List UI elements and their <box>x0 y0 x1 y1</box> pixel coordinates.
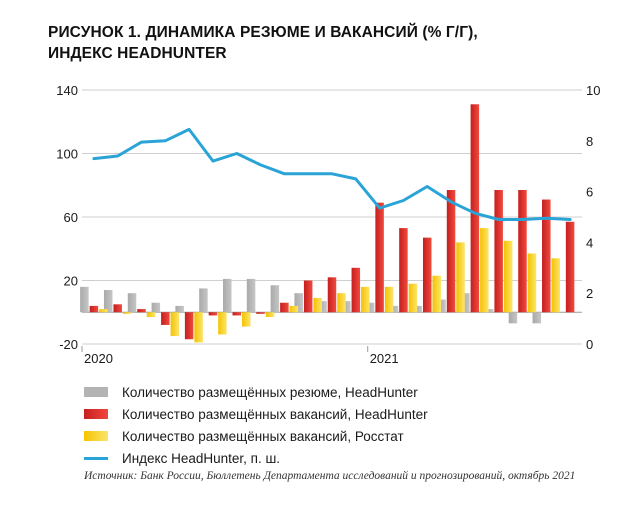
vacancies-rosstat-bar <box>242 312 251 327</box>
y-left-tick-label: 20 <box>64 274 78 289</box>
vacancies-rosstat-bar <box>146 312 156 318</box>
legend-item-vacancies-rosstat: Количество размещённых вакансий, Росстат <box>84 425 428 447</box>
legend-swatch-blue-line <box>84 456 108 460</box>
resumes-hh-bar <box>127 293 137 313</box>
vacancies-hh-bar <box>399 228 408 313</box>
resumes-hh-bar <box>80 286 89 313</box>
vacancies-hh-bar <box>470 104 480 313</box>
vacancies-hh-bar <box>89 305 99 313</box>
vacancies-hh-bar <box>137 309 146 313</box>
resumes-hh-bar <box>294 293 303 313</box>
legend-item-hh-index: Индекс HeadHunter, п. ш. <box>84 447 428 469</box>
vacancies-hh-bar <box>256 312 265 314</box>
resumes-hh-bar <box>151 302 161 313</box>
resumes-hh-bar <box>175 305 184 313</box>
legend-item-vacancies-hh: Количество размещённых вакансий, HeadHun… <box>84 403 428 425</box>
y-left-tick-label: 140 <box>56 83 78 98</box>
vacancies-rosstat-bar <box>527 253 537 313</box>
y-left-tick-label: -20 <box>59 337 78 352</box>
source-note: Источник: Банк России, Бюллетень Департа… <box>84 470 576 482</box>
legend-label-hh-index: Индекс HeadHunter, п. ш. <box>122 450 281 466</box>
vacancies-hh-bar <box>422 237 432 313</box>
vacancies-hh-bar <box>542 199 551 313</box>
vacancies-hh-bar <box>375 202 384 313</box>
vacancies-hh-bar <box>351 267 361 313</box>
resumes-hh-bar <box>246 278 256 313</box>
vacancies-hh-bar <box>113 304 122 313</box>
chart-title-line-2: ИНДЕКС HEADHUNTER <box>48 45 227 62</box>
vacancies-rosstat-bar <box>313 297 322 313</box>
vacancies-rosstat-bar <box>265 312 275 318</box>
vacancies-rosstat-bar <box>551 258 561 313</box>
vacancies-rosstat-bar <box>194 312 203 343</box>
hh-index-line <box>92 127 572 221</box>
resumes-hh-bar <box>413 305 422 313</box>
x-tick-label: 2021 <box>370 351 399 366</box>
vacancies-hh-bar <box>303 280 313 313</box>
chart-title-line-1: РИСУНОК 1. ДИНАМИКА РЕЗЮМЕ И ВАКАНСИЙ (%… <box>48 24 478 41</box>
x-tick-label: 2020 <box>84 351 113 366</box>
chart-plot: -20 20 60 100 140 0 2 4 6 8 10 2020 2021 <box>56 83 600 366</box>
resumes-hh-bar <box>532 312 542 324</box>
vacancies-rosstat-bar <box>503 240 513 313</box>
vacancies-rosstat-bar <box>170 312 180 337</box>
resumes-hh-bar <box>437 299 446 313</box>
y-right-tick-label: 6 <box>586 185 593 200</box>
legend-item-resumes-hh: Количество размещённых резюме, HeadHunte… <box>84 381 428 403</box>
vacancies-rosstat-bar <box>361 286 370 313</box>
y-right-tick-label: 10 <box>586 83 600 98</box>
vacancies-hh-bar <box>161 312 170 325</box>
resumes-hh-bar <box>342 301 351 313</box>
vacancies-rosstat-bar <box>218 312 227 335</box>
resumes-hh-bar <box>318 301 327 313</box>
vacancies-hh-bar <box>280 302 289 313</box>
resumes-hh-bar <box>365 302 375 313</box>
vacancies-rosstat-bar <box>99 309 108 313</box>
legend: Количество размещённых резюме, HeadHunte… <box>84 381 428 469</box>
y-right-tick-label: 0 <box>586 337 593 352</box>
legend-swatch-grey <box>84 387 108 397</box>
y-left-tick-label: 60 <box>64 210 78 225</box>
vacancies-rosstat-bar <box>337 293 346 313</box>
legend-label-resumes-hh: Количество размещённых резюме, HeadHunte… <box>122 384 418 400</box>
y-right-tick-label: 2 <box>586 286 593 301</box>
y-right-tick-label: 8 <box>586 134 593 149</box>
vacancies-hh-bar <box>232 312 242 316</box>
vacancies-rosstat-bar <box>384 286 394 313</box>
resumes-hh-bar <box>484 309 494 313</box>
legend-swatch-yellow <box>84 431 108 441</box>
resumes-hh-bar <box>270 285 280 313</box>
legend-label-vacancies-rosstat: Количество размещённых вакансий, Росстат <box>122 428 404 444</box>
resumes-hh-bar <box>389 305 399 313</box>
vacancies-rosstat-bar <box>456 242 465 313</box>
resumes-hh-bar <box>508 312 518 324</box>
vacancies-rosstat-bar <box>122 312 132 314</box>
vacancies-rosstat-bar <box>432 275 441 313</box>
vacancies-hh-bar <box>327 277 337 313</box>
chart-title: РИСУНОК 1. ДИНАМИКА РЕЗЮМЕ И ВАКАНСИЙ (%… <box>48 22 608 64</box>
vacancies-hh-bar <box>518 190 527 313</box>
vacancies-rosstat-bar <box>289 305 299 313</box>
resumes-hh-bar <box>103 290 113 313</box>
vacancies-hh-bar <box>184 312 194 340</box>
legend-swatch-red <box>84 409 108 419</box>
vacancies-hh-bar <box>494 190 503 313</box>
vacancies-rosstat-bar <box>408 283 418 313</box>
y-right-tick-label: 4 <box>586 235 593 250</box>
vacancies-rosstat-bar <box>480 228 489 313</box>
vacancies-hh-bar <box>446 190 456 313</box>
y-left-tick-label: 100 <box>56 147 78 162</box>
vacancies-hh-bar <box>565 221 575 313</box>
resumes-hh-bar <box>199 288 208 313</box>
legend-label-vacancies-hh: Количество размещённых вакансий, HeadHun… <box>122 406 428 422</box>
resumes-hh-bar <box>223 278 232 313</box>
resumes-hh-bar <box>461 293 470 313</box>
vacancies-hh-bar <box>208 312 218 316</box>
